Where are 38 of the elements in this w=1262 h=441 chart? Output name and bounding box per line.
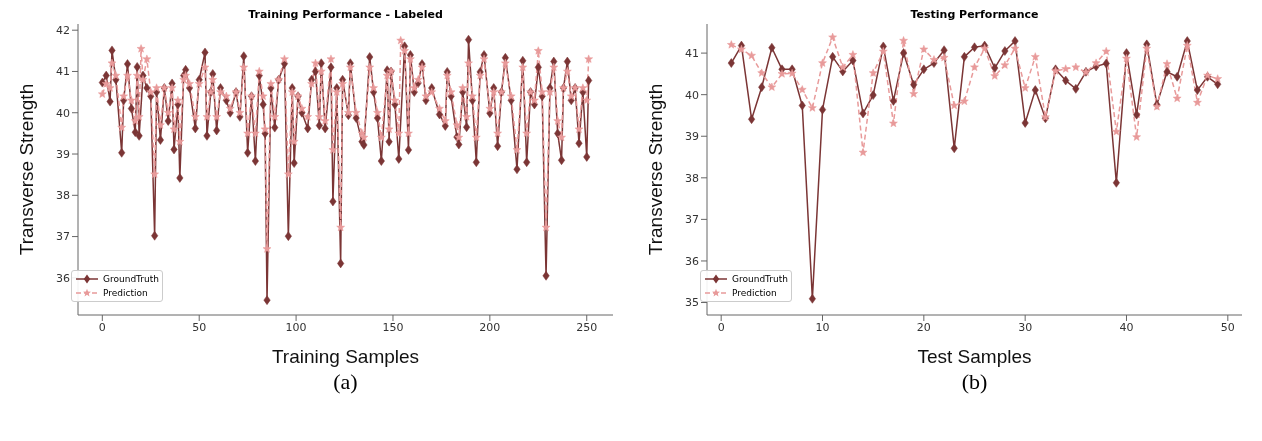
legend-label: GroundTruth <box>103 274 159 284</box>
x-tick-label: 20 <box>916 320 931 334</box>
y-axis-title: Transverse Strength <box>644 83 666 256</box>
legend-label: Prediction <box>103 288 148 298</box>
chart-title: Testing Performance <box>909 8 1040 22</box>
y-axis-title: Transverse Strength <box>15 83 37 256</box>
chart-title: Training Performance - Labeled <box>247 8 444 22</box>
y-tick-label: 36 <box>685 254 699 268</box>
x-tick-label: 50 <box>192 320 207 334</box>
y-tick-label: 41 <box>56 65 70 79</box>
y-tick-label: 39 <box>685 130 699 144</box>
legend-label: Prediction <box>732 288 777 298</box>
y-tick-label: 41 <box>685 47 699 61</box>
y-tick-label: 40 <box>56 106 70 120</box>
x-axis-title: Test Samples <box>917 346 1032 367</box>
x-tick-label: 150 <box>382 320 404 334</box>
x-tick-label: 10 <box>815 320 830 334</box>
y-tick-label: 37 <box>56 230 70 244</box>
x-axis-title: Training Samples <box>271 346 420 367</box>
x-tick-label: 40 <box>1119 320 1134 334</box>
legend-label: GroundTruth <box>732 274 788 284</box>
text: (b) <box>960 369 989 395</box>
x-tick-label: 50 <box>1220 320 1235 334</box>
y-tick-label: 39 <box>56 147 70 161</box>
text: (a) <box>332 369 359 395</box>
y-tick-label: 35 <box>685 296 699 310</box>
x-tick-label: 200 <box>479 320 501 334</box>
x-tick-label: 250 <box>576 320 598 334</box>
y-tick-label: 42 <box>56 24 70 38</box>
x-tick-label: 30 <box>1018 320 1033 334</box>
y-tick-label: 40 <box>685 88 699 102</box>
y-tick-label: 37 <box>685 213 699 227</box>
x-tick-label: 100 <box>285 320 307 334</box>
x-tick-label: 0 <box>98 320 106 334</box>
x-tick-label: 0 <box>717 320 725 334</box>
y-tick-label: 38 <box>685 171 699 185</box>
y-tick-label: 36 <box>56 271 70 285</box>
y-tick-label: 38 <box>56 189 70 203</box>
